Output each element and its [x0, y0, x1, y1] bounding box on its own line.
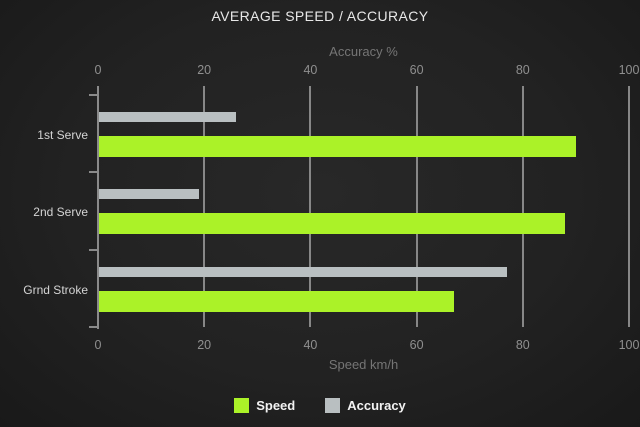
top-tick-label: 80: [515, 63, 530, 77]
legend-item-speed[interactable]: Speed: [234, 398, 295, 413]
bottom-tick-label: 60: [409, 338, 424, 352]
top-tick-label: 60: [409, 63, 424, 77]
top-axis-title: Accuracy %: [329, 44, 398, 59]
bottom-axis-title: Speed km/h: [328, 357, 399, 372]
bottom-tick-label: 20: [197, 338, 212, 352]
top-tick-label: 0: [94, 63, 102, 77]
top-tick-label: 40: [303, 63, 318, 77]
legend-swatch-accuracy: [325, 398, 341, 413]
bottom-tick-label: 80: [515, 338, 530, 352]
top-tick-label: 20: [197, 63, 212, 77]
y-axis-tick: [89, 326, 98, 328]
bar-accuracy: [99, 189, 199, 200]
bottom-tick-label: 0: [94, 338, 102, 352]
legend-label-speed: Speed: [256, 398, 296, 413]
y-axis-line: [97, 86, 99, 329]
gridline: [309, 86, 312, 327]
gridline: [521, 86, 524, 327]
category-label: 1st Serve: [37, 128, 88, 142]
y-axis-tick: [89, 248, 98, 251]
bottom-tick-label: 100: [618, 338, 640, 352]
legend-label-accuracy: Accuracy: [347, 398, 406, 413]
legend-item-accuracy[interactable]: Accuracy: [325, 398, 406, 413]
bar-speed: [99, 290, 454, 312]
gridline: [203, 86, 206, 327]
legend-swatch-speed: [234, 398, 250, 413]
legend: Speed Accuracy: [0, 398, 640, 413]
bar-accuracy: [99, 266, 507, 277]
category-label: 2nd Serve: [33, 205, 88, 220]
bar-accuracy: [99, 112, 237, 122]
chart-title: AVERAGE SPEED / ACCURACY: [211, 8, 429, 24]
gridline: [415, 86, 418, 327]
y-axis-tick: [89, 94, 98, 96]
bottom-tick-label: 40: [303, 338, 318, 352]
top-tick-label: 100: [618, 63, 640, 77]
y-axis-tick: [89, 171, 98, 174]
bar-speed: [99, 213, 566, 235]
bar-speed: [99, 136, 576, 157]
gridline: [628, 86, 630, 327]
category-label: Grnd Stroke: [23, 282, 88, 297]
